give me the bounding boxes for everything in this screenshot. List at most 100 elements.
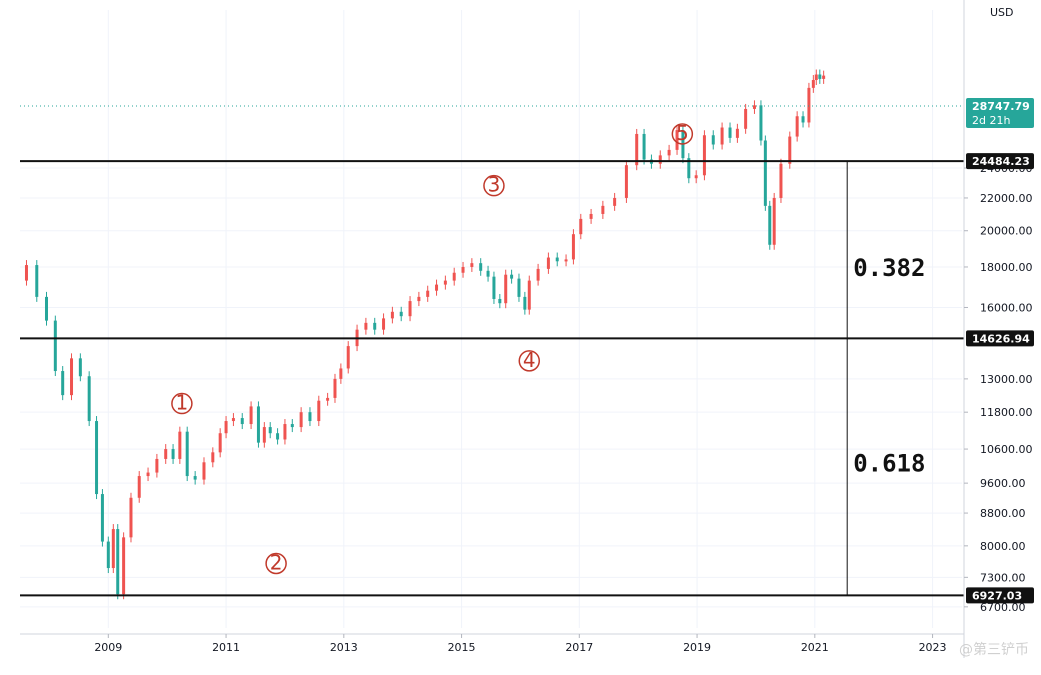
candle-body [364,322,368,330]
candle-body [720,127,724,145]
y-tick-label: 16000.00 [980,301,1033,314]
candle-body [759,105,763,141]
x-tick-label: 2021 [801,641,829,654]
candle-body [290,424,294,428]
candle-body [78,358,82,377]
candle-body [498,298,502,304]
candle-body [642,133,646,160]
candle-body [308,412,312,422]
candle-body [624,165,628,198]
candle-body [249,406,253,425]
candle-body [658,155,662,164]
candle-body [211,452,215,463]
candle-body [171,449,175,459]
candle-body [87,376,91,422]
candle-body [461,266,465,273]
candle-body [702,135,706,176]
candle-body [164,449,168,459]
candle-body [100,494,104,542]
x-tick-label: 2011 [212,641,240,654]
candle-body [339,368,343,379]
candle-body [728,127,732,138]
y-tick-label: 11800.00 [980,406,1033,419]
candle-body [801,116,805,123]
candle-body [299,412,303,428]
wave-circle [265,552,287,575]
candle-body [814,74,818,81]
candle-body [486,270,490,277]
candle-body [155,458,159,473]
candle-body [122,537,126,595]
candle-body [137,476,141,498]
candle-body [735,128,739,138]
wave-circle [483,174,505,197]
wave-label: 5 [676,121,689,145]
currency-label: USD [990,6,1014,19]
candle-body [675,130,679,150]
ratio-labels: 0.382 0.618 [853,254,925,477]
candle-body [373,322,377,330]
level-price-box-bg [966,153,1034,170]
level-lines[interactable] [20,105,964,597]
wave-label: 4 [523,348,536,372]
candle-body [779,163,783,198]
wave-circle [171,392,193,415]
grid [20,10,962,628]
y-tick-label: 22000.00 [980,192,1033,205]
x-tick-label: 2015 [448,641,476,654]
candle-body [768,205,772,245]
wave-label: 3 [488,173,501,197]
y-tick-label: 7300.00 [980,571,1026,584]
candle-body [146,472,150,477]
x-tick-label: 2019 [683,641,711,654]
candle-body [667,149,671,156]
candle-body [178,431,182,459]
candle-body [744,108,748,129]
wave-label: 2 [270,550,283,574]
candle-body [129,497,133,538]
candle-body [504,274,508,304]
candle-body [772,197,776,245]
candle-body [635,133,639,166]
price-series [24,69,826,600]
y-tick-label: 8000.00 [980,540,1026,553]
candle-body [224,421,228,434]
candle-body [470,263,474,267]
level-price-box-text: 24484.23 [972,155,1030,168]
candle-body [536,268,540,281]
candle-body [613,197,617,206]
watermark-text: @第三铲币 [959,642,1029,658]
candle-body [807,87,811,123]
candle-body [218,433,222,453]
candle-body [390,311,394,319]
candle-body [111,529,115,569]
candle-body [527,280,531,310]
candle-body [579,218,583,235]
candle-body [202,462,206,480]
level-price-box-bg [966,587,1034,604]
candle-body [35,265,39,297]
candle-body [231,418,235,422]
x-axis[interactable]: 2009 2011 2013 2015 2017 2019 2021 2023 [20,633,964,654]
current-price-box-countdown: 2d 21h [972,114,1010,127]
x-tick-label: 2017 [565,641,593,654]
candle-body [752,105,756,109]
candle-body [333,378,337,398]
y-tick-label: 8800.00 [980,507,1026,520]
candle-body [492,276,496,299]
candle-body [193,476,197,480]
y-tick-label: 9600.00 [980,477,1026,490]
y-tick-label: 20000.00 [980,225,1033,238]
candle-body [763,140,767,206]
candle-body [479,263,483,271]
candle-body [116,529,120,595]
candle-body [517,278,521,297]
candle-body [510,274,514,279]
candle-body [283,424,287,440]
x-tick-label: 2013 [330,641,358,654]
candle-body [268,427,272,434]
candle-body [443,280,447,285]
candle-body [346,346,350,369]
